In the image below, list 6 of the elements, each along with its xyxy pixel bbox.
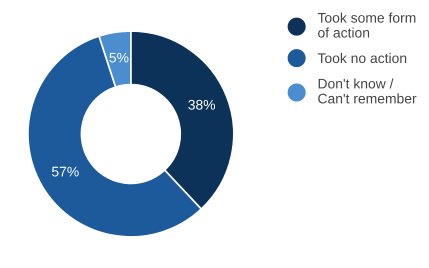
legend-label: Took some form of action — [318, 12, 416, 38]
legend-label: Don't know / Can't remember — [318, 78, 416, 104]
data-label: 38% — [188, 100, 216, 110]
data-label: 57% — [52, 166, 79, 176]
data-label: 5% — [109, 52, 128, 63]
legend-label: Took no action — [318, 52, 406, 64]
